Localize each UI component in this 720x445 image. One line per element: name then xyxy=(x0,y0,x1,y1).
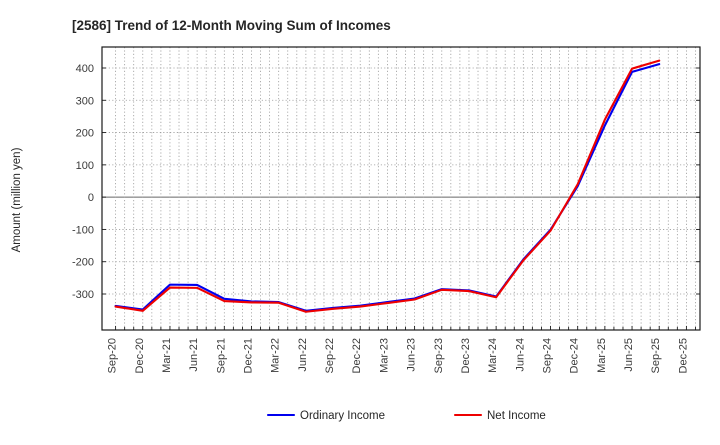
x-tick-label: Mar-25 xyxy=(596,338,608,373)
x-tick-label: Dec-24 xyxy=(569,338,581,373)
x-tick-label: Sep-24 xyxy=(542,338,554,373)
y-tick-label: -300 xyxy=(72,289,94,301)
x-tick-label: Jun-23 xyxy=(406,338,418,372)
series-line-net-income xyxy=(114,59,661,313)
x-tick-label: Mar-22 xyxy=(270,338,282,373)
y-tick-label: 400 xyxy=(76,63,94,75)
y-tick-label: -100 xyxy=(72,224,94,236)
data-series-layer xyxy=(114,59,661,313)
x-tick-label: Sep-22 xyxy=(324,338,336,373)
x-tick-label: Mar-23 xyxy=(378,338,390,373)
x-tick-label: Jun-21 xyxy=(188,338,200,372)
x-tick-label: Dec-23 xyxy=(460,338,472,373)
x-tick-label: Jun-24 xyxy=(514,338,526,372)
legend-label-ordinary-income: Ordinary Income xyxy=(300,410,385,422)
y-axis-label: Amount (million yen) xyxy=(11,147,23,252)
y-tick-label: 200 xyxy=(76,128,94,140)
y-axis-ticks: -300 -200 -100 0 100 200 300 400 xyxy=(72,63,700,301)
chart-title: [2586] Trend of 12-Month Moving Sum of I… xyxy=(72,18,391,33)
x-tick-label: Mar-24 xyxy=(487,338,499,373)
x-tick-label: Dec-22 xyxy=(351,338,363,373)
grid-lines xyxy=(102,47,700,330)
x-tick-label: Dec-25 xyxy=(677,338,689,373)
x-axis-ticks: Sep-20 Dec-20 Mar-21 Jun-21 Sep-21 Dec-21 Mar-… xyxy=(107,326,696,373)
x-tick-label: Mar-21 xyxy=(161,338,173,373)
x-tick-label: Sep-20 xyxy=(107,338,119,373)
x-tick-label: Dec-20 xyxy=(134,338,146,373)
plot-area-frame xyxy=(101,46,701,331)
x-tick-label: Jun-22 xyxy=(297,338,309,372)
x-tick-label: Sep-25 xyxy=(650,338,662,373)
y-tick-label: -200 xyxy=(72,257,94,269)
x-tick-label: Sep-21 xyxy=(215,338,227,373)
y-tick-label: 100 xyxy=(76,160,94,172)
x-tick-label: Sep-23 xyxy=(433,338,445,373)
legend-label-net-income: Net Income xyxy=(487,410,546,422)
x-tick-label: Dec-21 xyxy=(243,338,255,373)
x-tick-label: Jun-25 xyxy=(623,338,635,372)
chart-legend: Ordinary Income Net Income xyxy=(266,410,546,422)
y-tick-label: 0 xyxy=(88,192,94,204)
y-tick-label: 300 xyxy=(76,95,94,107)
